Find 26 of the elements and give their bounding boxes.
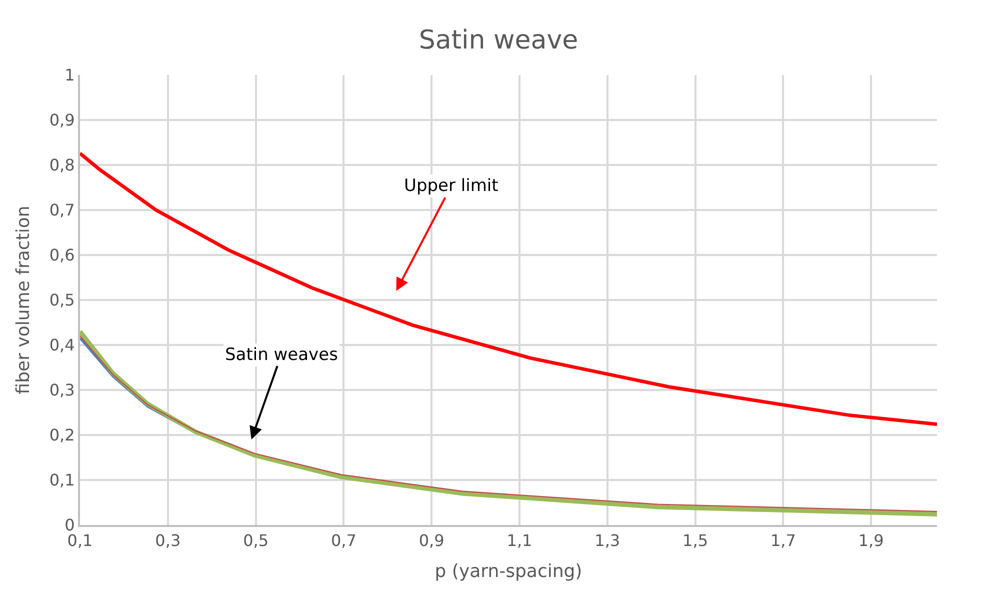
y-tick-label: 0 [64,516,75,535]
y-tick-label: 0,2 [49,426,75,445]
x-axis-title: p (yarn-spacing) [434,560,582,582]
y-tick-label: 0,7 [49,200,75,220]
x-tick-label: 0,3 [155,531,181,550]
chart-title: Satin weave [418,26,578,56]
y-tick-label: 1 [64,66,75,85]
x-tick-label: 0,9 [418,531,444,550]
y-axis-title: fiber volume fraction [13,206,34,394]
y-tick-label: 0,8 [49,156,75,175]
y-tick-label: 0,9 [49,110,75,130]
x-tick-label: 1,9 [858,531,884,550]
y-tick-label: 0,4 [49,336,75,355]
line-series [80,152,937,426]
x-tick-label: 1,5 [682,531,708,550]
y-tick-label: 0,6 [49,246,75,265]
x-tick-label: 0,7 [330,531,356,550]
x-tick-label: 1,3 [594,531,620,550]
x-tick-label: 1,1 [506,531,532,550]
y-tick-label: 0,3 [49,380,75,400]
x-tick-label: 0,5 [243,531,269,550]
annotation: Upper limit [404,176,499,196]
y-tick-label: 0,5 [49,290,75,310]
y-tick-label: 0,1 [49,470,75,490]
x-tick-label: 1,7 [770,531,796,550]
annotation: Satin weaves [225,345,338,365]
